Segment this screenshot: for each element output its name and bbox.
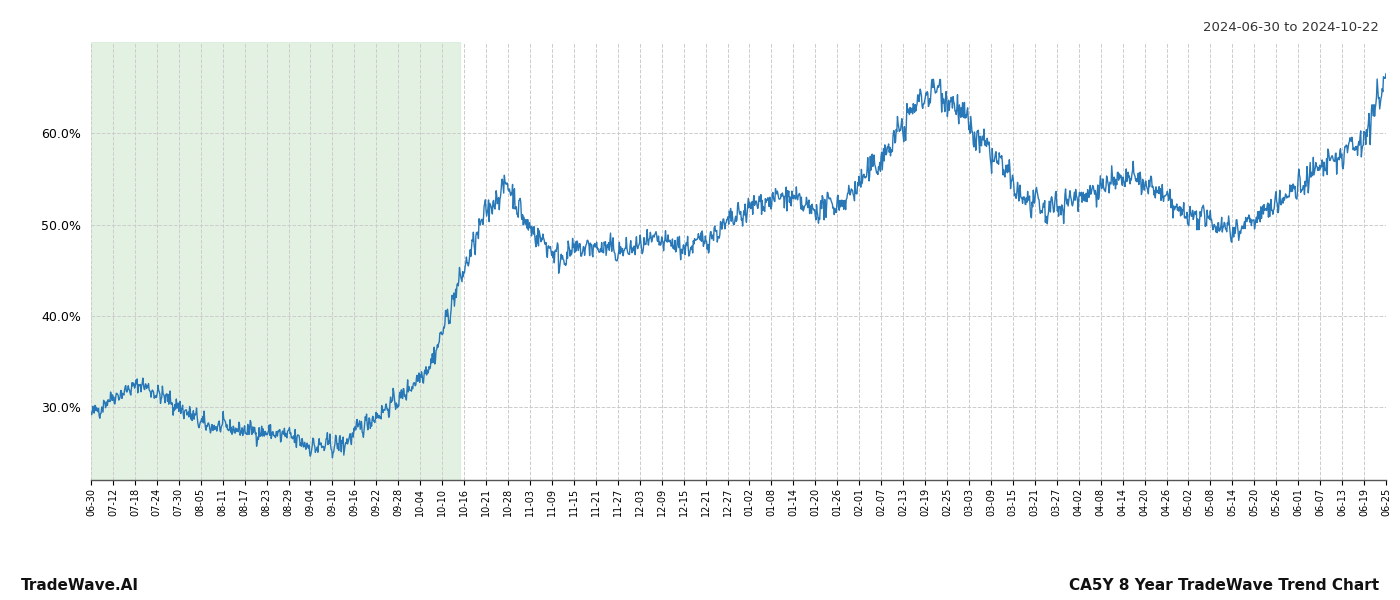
Text: 2024-06-30 to 2024-10-22: 2024-06-30 to 2024-10-22 — [1203, 21, 1379, 34]
Bar — [91, 42, 461, 480]
Text: TradeWave.AI: TradeWave.AI — [21, 578, 139, 593]
Text: CA5Y 8 Year TradeWave Trend Chart: CA5Y 8 Year TradeWave Trend Chart — [1068, 578, 1379, 593]
